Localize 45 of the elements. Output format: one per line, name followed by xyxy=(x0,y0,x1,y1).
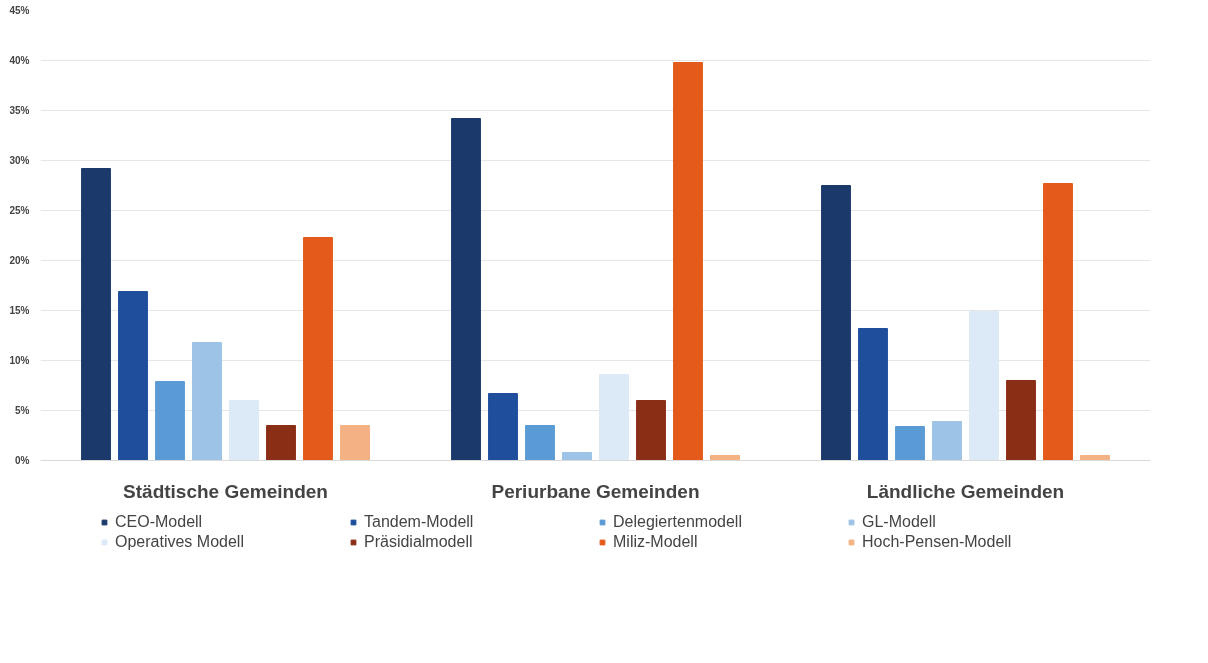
bar xyxy=(895,426,925,461)
legend-label: Miliz-Modell xyxy=(613,533,699,551)
legend-label: Hoch-Pensen-Modell xyxy=(862,533,1013,551)
bar xyxy=(710,455,740,461)
y-tick-label: 35% xyxy=(9,105,30,116)
y-tick-label: 20% xyxy=(9,255,30,266)
legend-label: CEO-Modell xyxy=(115,513,204,531)
bar xyxy=(673,62,703,461)
x-tick-label: Ländliche Gemeinden xyxy=(866,480,1065,502)
y-tick-label: 0% xyxy=(15,455,30,466)
bar xyxy=(266,425,296,461)
legend-label: GL-Modell xyxy=(862,513,937,531)
y-tick-label: 5% xyxy=(15,405,30,416)
bar xyxy=(451,118,481,461)
bar xyxy=(1080,455,1110,461)
bar xyxy=(1043,183,1073,461)
bar xyxy=(340,425,370,461)
bar xyxy=(969,311,999,461)
bar xyxy=(81,168,111,461)
bar xyxy=(525,425,555,461)
x-tick-label: Periurbane Gemeinden xyxy=(491,480,700,502)
bar xyxy=(192,342,222,461)
bar xyxy=(932,421,962,461)
bar xyxy=(155,381,185,461)
bar xyxy=(488,393,518,461)
y-tick-label: 15% xyxy=(9,305,30,316)
bar xyxy=(229,400,259,461)
y-tick-label: 25% xyxy=(9,205,30,216)
y-tick-label: 10% xyxy=(9,355,30,366)
bar xyxy=(1006,380,1036,461)
bar xyxy=(821,185,851,461)
bar xyxy=(562,452,592,461)
legend-label: Delegiertenmodell xyxy=(613,513,743,531)
bar xyxy=(118,291,148,461)
bar xyxy=(599,374,629,461)
y-tick-label: 30% xyxy=(9,155,30,166)
legend-label: Präsidialmodell xyxy=(364,533,474,551)
bar xyxy=(858,328,888,461)
legend-label: Operatives Modell xyxy=(115,533,245,551)
y-tick-label: 40% xyxy=(9,55,30,66)
bar xyxy=(636,400,666,461)
bar xyxy=(303,237,333,461)
legend-label: Tandem-Modell xyxy=(364,513,475,531)
x-tick-label: Städtische Gemeinden xyxy=(123,480,328,502)
y-tick-label: 45% xyxy=(9,5,30,16)
